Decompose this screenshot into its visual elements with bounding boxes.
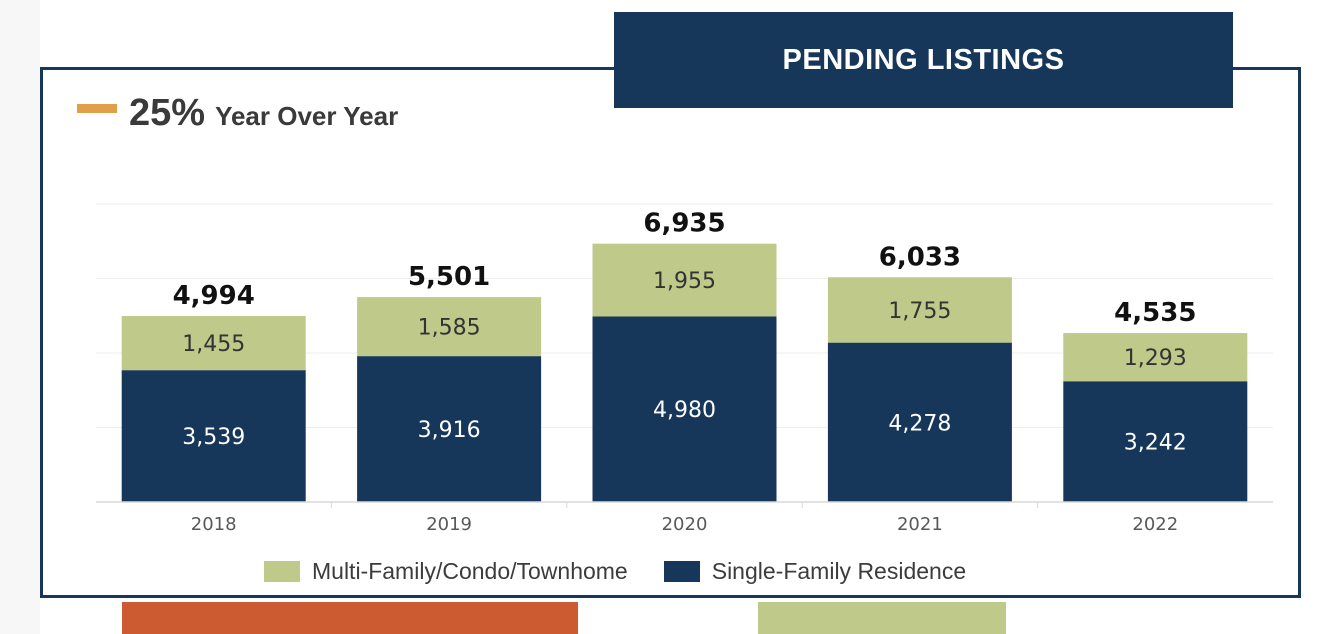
- yoy-percentage: 25%: [129, 92, 206, 134]
- total-label-2022: 4,535: [1114, 298, 1196, 328]
- data-label-single-family-2018: 3,539: [182, 425, 245, 450]
- bar-multi-family-2020: [592, 243, 777, 317]
- data-label-single-family-2019: 3,916: [418, 418, 481, 443]
- x-tick-label-2019: 2019: [426, 514, 472, 535]
- data-label-multi-family-2018: 1,455: [182, 332, 245, 357]
- x-tick-label-2021: 2021: [897, 514, 943, 535]
- title-banner: PENDING LISTINGS: [614, 12, 1233, 108]
- data-label-multi-family-2020: 1,955: [653, 269, 716, 294]
- x-tick-label-2020: 2020: [662, 514, 708, 535]
- data-label-multi-family-2021: 1,755: [888, 299, 951, 324]
- total-label-2019: 5,501: [408, 262, 490, 292]
- data-label-multi-family-2019: 1,585: [418, 316, 481, 341]
- bar-multi-family-2021: [827, 277, 1012, 343]
- legend-swatch-multi-family: [264, 561, 300, 582]
- legend-label-single-family: Single-Family Residence: [711, 558, 967, 584]
- data-label-single-family-2022: 3,242: [1124, 431, 1187, 456]
- yoy-dash-icon: [77, 104, 117, 113]
- chart-legend: Multi-Family/Condo/Townhome Single-Famil…: [264, 558, 1002, 585]
- x-tick-label-2018: 2018: [191, 514, 237, 535]
- bar-single-family-2021: [827, 342, 1012, 502]
- yoy-indicator: 25% Year Over Year: [77, 92, 398, 136]
- legend-item-single-family: Single-Family Residence: [663, 558, 967, 585]
- bar-multi-family-2022: [1063, 333, 1248, 382]
- bottom-green-block: [758, 602, 1006, 634]
- bar-multi-family-2018: [121, 315, 306, 371]
- legend-label-multi-family: Multi-Family/Condo/Townhome: [312, 558, 628, 584]
- bottom-orange-block: [122, 602, 578, 634]
- total-label-2020: 6,935: [643, 209, 725, 239]
- page-title: PENDING LISTINGS: [782, 43, 1065, 76]
- bar-single-family-2020: [592, 316, 777, 502]
- x-tick-label-2022: 2022: [1132, 514, 1178, 535]
- data-label-multi-family-2022: 1,293: [1124, 346, 1187, 371]
- bar-single-family-2018: [121, 370, 306, 502]
- yoy-label: Year Over Year: [215, 101, 399, 131]
- total-label-2021: 6,033: [879, 242, 961, 272]
- data-label-single-family-2020: 4,980: [653, 398, 716, 423]
- bar-single-family-2022: [1063, 381, 1248, 502]
- legend-item-multi-family: Multi-Family/Condo/Townhome: [264, 558, 628, 585]
- total-label-2018: 4,994: [173, 281, 255, 311]
- bar-single-family-2019: [357, 356, 542, 502]
- bar-multi-family-2019: [357, 297, 542, 357]
- data-label-single-family-2021: 4,278: [888, 411, 951, 436]
- left-margin-strip: [0, 0, 40, 634]
- legend-swatch-single-family: [663, 561, 700, 582]
